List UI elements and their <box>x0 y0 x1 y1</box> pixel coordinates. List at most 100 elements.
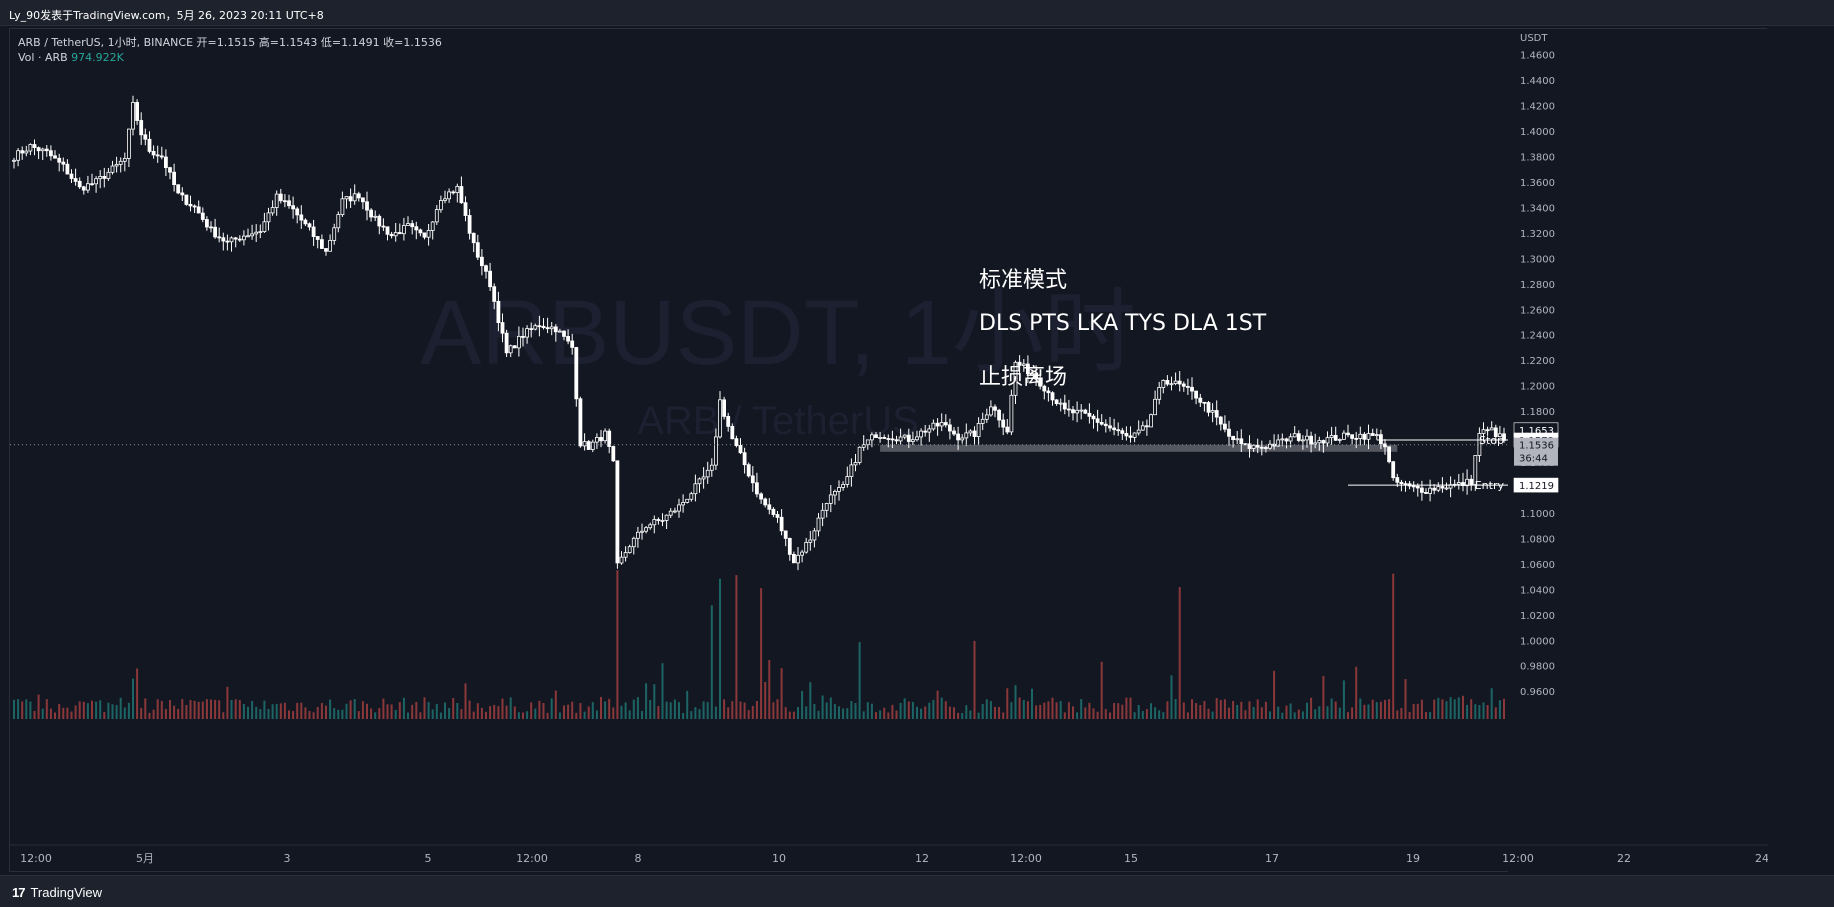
symbol-legend[interactable]: ARB / TetherUS, 1小时, BINANCE 开=1.1515 高=… <box>18 34 442 50</box>
volume-bar <box>181 699 184 719</box>
volume-bar <box>1314 709 1317 719</box>
candle-body <box>1083 409 1088 414</box>
volume-bar <box>879 710 882 719</box>
volume-bar <box>1076 712 1079 719</box>
candle-body <box>1391 461 1396 479</box>
candle-body <box>332 227 337 241</box>
volume-bar <box>563 705 565 719</box>
candle-body <box>246 235 250 238</box>
price-tick: 1.2600 <box>1520 305 1555 316</box>
candle-body <box>1087 412 1092 417</box>
volume-bar <box>152 709 155 719</box>
candle-body <box>808 539 813 543</box>
candle-body <box>664 514 669 521</box>
volume-legend[interactable]: Vol · ARB 974.922K <box>18 51 124 64</box>
candle-body <box>586 441 591 450</box>
chart-pane[interactable]: ARBUSDT, 1小时 ARB / TetherUS Stop Entry US… <box>9 28 1768 873</box>
volume-bar <box>682 713 685 719</box>
volume-bar <box>1466 704 1469 719</box>
volume-bar <box>1503 698 1505 719</box>
candle-body <box>184 194 189 205</box>
candle-body <box>1424 491 1428 494</box>
candle-body <box>500 322 505 334</box>
volume-bar <box>948 706 951 719</box>
candle-body <box>1325 437 1330 444</box>
candle-body <box>1026 363 1030 375</box>
candle-body <box>1415 485 1420 489</box>
candle-body <box>820 509 825 519</box>
volume-bar <box>887 712 890 719</box>
volume-bar <box>1055 702 1058 719</box>
entry-price-tag-box <box>1513 477 1559 493</box>
volume-bar <box>821 695 824 719</box>
volume-bar <box>1384 699 1386 719</box>
candle-body <box>1050 392 1055 401</box>
entry-price-tag: 1.1219 <box>1519 481 1554 492</box>
candle-body <box>1149 414 1153 428</box>
volume-bar <box>1145 709 1148 719</box>
tradingview-logo[interactable]: 17 TradingView <box>12 885 102 900</box>
volume-bar <box>480 707 483 719</box>
candle-body <box>890 438 895 441</box>
volume-bar <box>1277 706 1280 719</box>
candle-body <box>328 239 333 252</box>
zone-rect[interactable] <box>880 444 1398 452</box>
volume-bar <box>1047 701 1050 719</box>
time-tick: 12 <box>915 852 929 865</box>
volume-bar <box>1326 706 1329 719</box>
volume-bar <box>1232 701 1235 719</box>
time-tick: 10 <box>772 852 786 865</box>
volume-bar <box>1498 700 1501 719</box>
volume-bar <box>1035 705 1038 719</box>
candle-body <box>566 335 570 342</box>
candle-body <box>865 439 870 446</box>
candle-body <box>1145 425 1149 428</box>
volume-bar <box>493 704 496 719</box>
candle-body <box>558 330 562 333</box>
candle-body <box>722 399 726 417</box>
volume-bar <box>464 683 467 719</box>
volume-bar <box>374 712 377 719</box>
time-tick: 22 <box>1617 852 1631 865</box>
time-tick: 12:00 <box>20 852 52 865</box>
candle-body <box>939 422 944 427</box>
volume-bar <box>382 698 385 719</box>
volume-bar <box>608 698 611 719</box>
volume-bar <box>390 704 393 719</box>
candle-body <box>381 225 386 228</box>
candle-body <box>976 422 981 437</box>
volume-bar <box>542 703 545 719</box>
volume-bar <box>485 711 487 719</box>
volume-bar <box>1039 704 1042 719</box>
volume-bar <box>468 700 471 719</box>
volume-bar <box>862 711 865 719</box>
volume-bars <box>13 570 1505 719</box>
candle-body <box>1251 444 1256 449</box>
candle-body <box>1030 373 1034 376</box>
volume-bar <box>292 711 295 719</box>
volume-bar <box>600 697 602 719</box>
candle-body <box>122 157 127 162</box>
volume-bar <box>1457 697 1460 719</box>
volume-bar <box>944 701 947 719</box>
volume-bar <box>1158 710 1161 719</box>
candle-body <box>1202 401 1207 404</box>
volume-bar <box>735 575 738 719</box>
candle-body <box>28 144 33 152</box>
candle-body <box>504 332 509 354</box>
time-axis: 12:00 5月 3 5 12:00 8 10 12 12:00 15 17 19 12:00 22 24 <box>10 844 1768 865</box>
candle-body <box>155 154 160 157</box>
candle-body <box>225 240 230 243</box>
candle-body <box>1444 487 1449 490</box>
candle-body <box>1309 435 1313 445</box>
note-mode: 标准模式 <box>979 268 1068 293</box>
candle-body <box>746 464 751 477</box>
candle-body <box>972 430 977 437</box>
candle-body <box>57 157 62 163</box>
candle-body <box>943 422 948 426</box>
candle-body <box>73 178 78 182</box>
candle-body <box>451 191 456 194</box>
volume-bar <box>780 668 783 719</box>
volume-bar <box>575 712 578 719</box>
